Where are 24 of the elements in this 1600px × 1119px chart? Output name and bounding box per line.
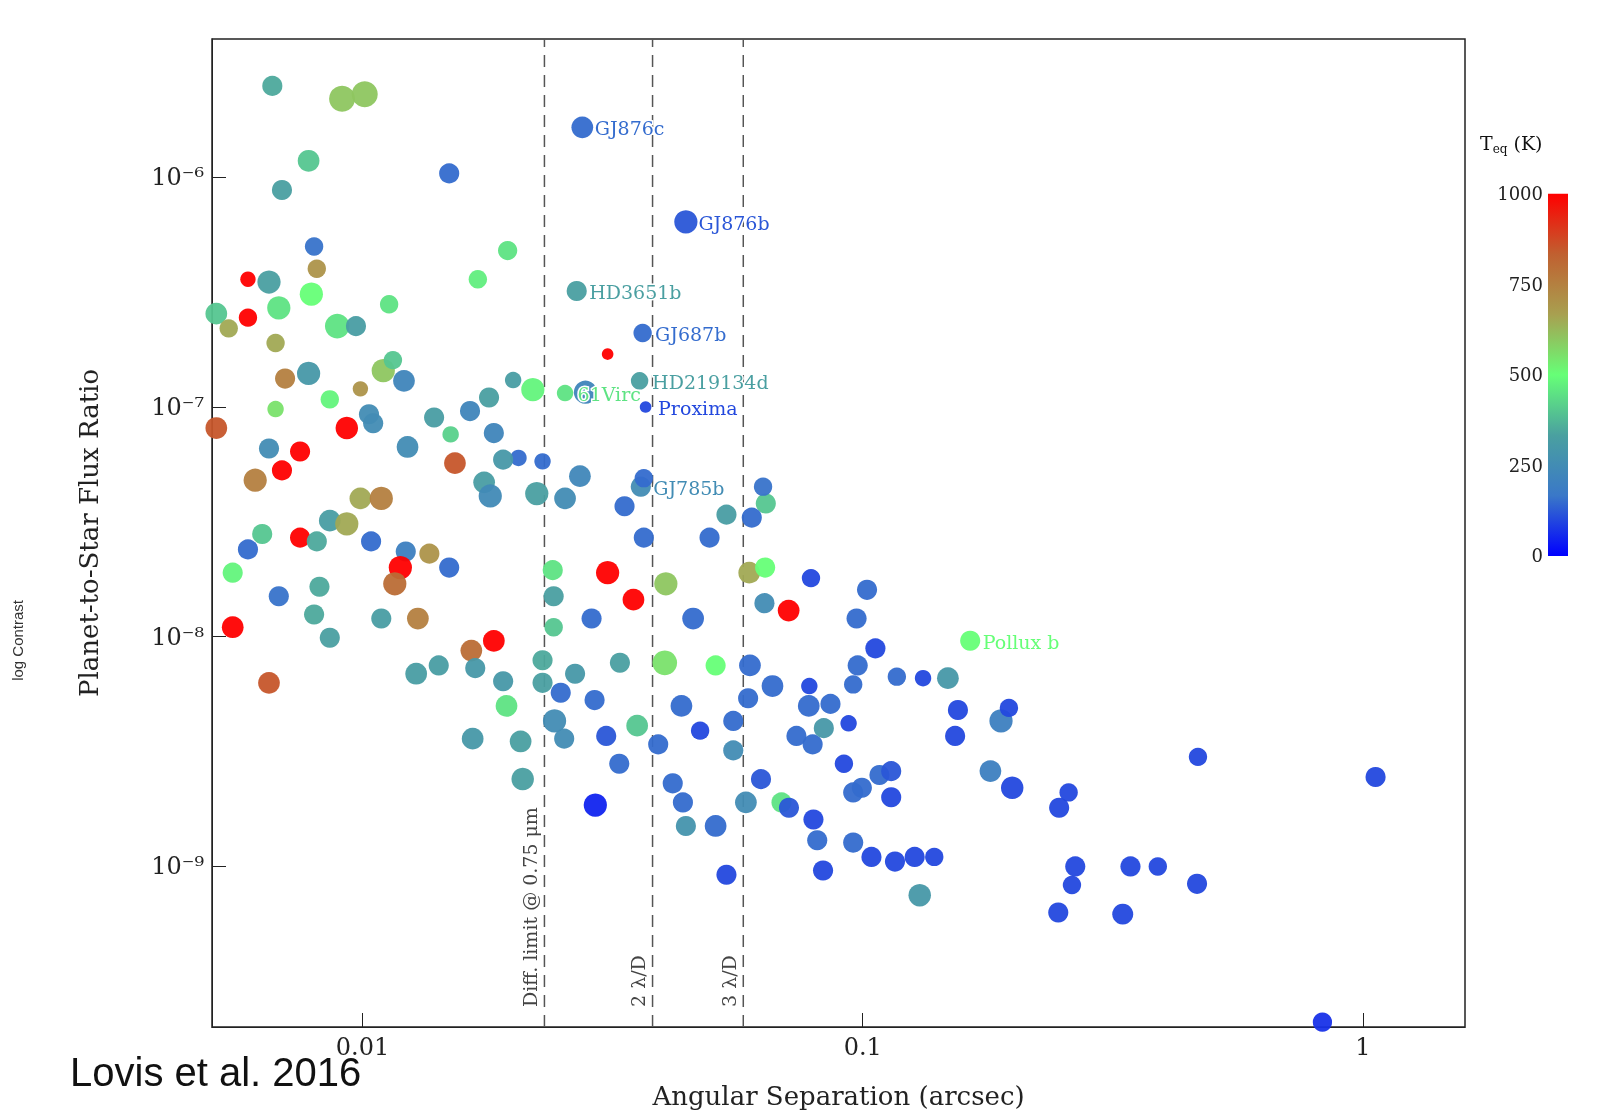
ref-line-label: Diff. limit @ 0.75 μm	[518, 807, 541, 1007]
text: log Contrast	[9, 599, 26, 681]
annotation: GJ785b	[653, 476, 725, 499]
color-bar-label: 250	[1508, 454, 1543, 476]
annotation: GJ876b	[698, 211, 770, 234]
y-axis-title: Planet-to-Star Flux Ratio	[74, 368, 104, 698]
color-bar-label: 500	[1508, 364, 1543, 386]
annotation: HD3651b	[589, 280, 682, 303]
ref-line-label: 2 λ/D	[627, 955, 650, 1007]
annotation: GJ687b	[655, 323, 727, 345]
x-axis-title: Angular Separation (arcsec)	[651, 1081, 1025, 1111]
y-tick-label: 10⁻⁶	[151, 163, 204, 192]
annotation: Pollux b	[982, 630, 1060, 653]
x-tick-label: 1	[1355, 1033, 1371, 1061]
y-tick-label: 10⁻⁸	[151, 622, 204, 651]
annotation: Proxima	[658, 397, 738, 420]
color-bar-label: 750	[1508, 273, 1543, 295]
color-bar-label: 0	[1531, 545, 1543, 567]
y-tick-label: 10⁻⁷	[151, 393, 204, 422]
color-bar-label: 1000	[1497, 183, 1543, 205]
x-tick-label: 0.1	[843, 1033, 882, 1061]
y-tick-label: 10⁻⁹	[151, 852, 205, 881]
annotation: GJ876c	[594, 117, 665, 140]
ref-line-label: 3 λ/D	[717, 955, 740, 1007]
